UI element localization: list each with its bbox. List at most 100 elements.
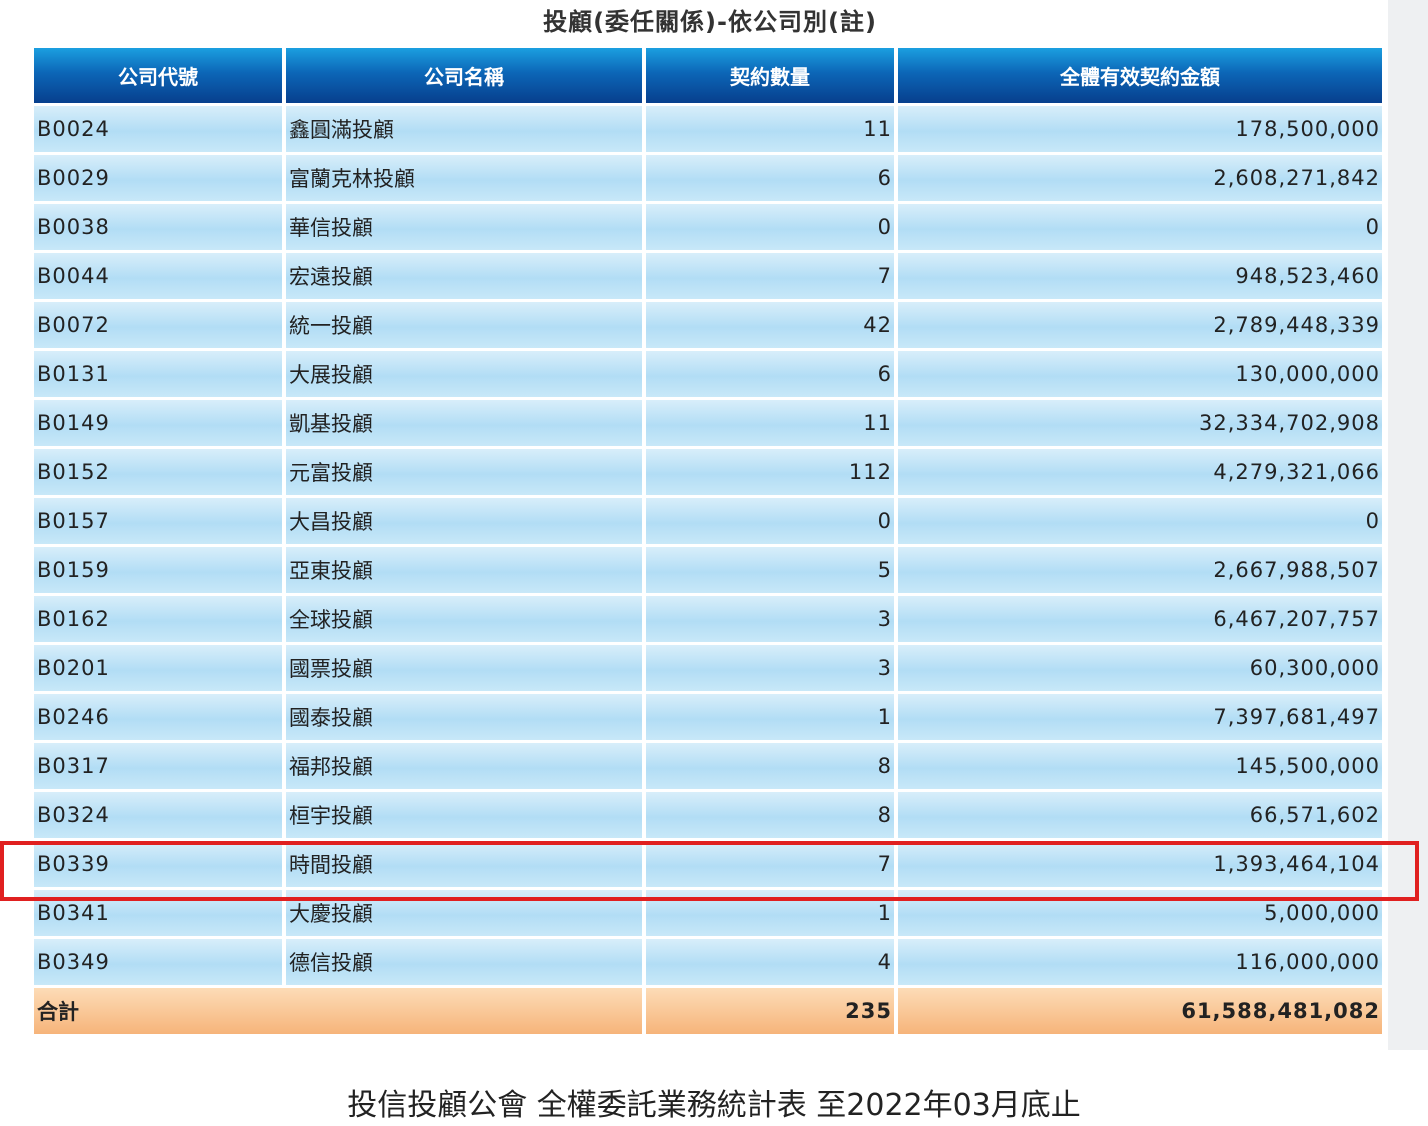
cell-contract-amount: 2,608,271,842 — [898, 155, 1382, 201]
table-row[interactable]: B0157 大昌投顧 0 0 — [34, 498, 1382, 544]
cell-contract-count: 1 — [646, 694, 894, 740]
contract-stats-table: 公司代號 公司名稱 契約數量 全體有效契約金額 B0024 鑫圓滿投顧 11 178,… — [30, 45, 1386, 1037]
column-header-count[interactable]: 契約數量 — [646, 48, 894, 103]
cell-company-name: 統一投顧 — [286, 302, 642, 348]
cell-company-code: B0339 — [34, 841, 282, 887]
table-title: 投顧(委任關係)-依公司別(註) — [543, 8, 877, 36]
cell-contract-count: 1 — [646, 890, 894, 936]
cell-company-name: 華信投顧 — [286, 204, 642, 250]
cell-company-name: 時間投顧 — [286, 841, 642, 887]
cell-company-name: 元富投顧 — [286, 449, 642, 495]
table-row[interactable]: B0131 大展投顧 6 130,000,000 — [34, 351, 1382, 397]
cell-contract-amount: 2,789,448,339 — [898, 302, 1382, 348]
cell-contract-count: 11 — [646, 106, 894, 152]
cell-contract-amount: 0 — [898, 204, 1382, 250]
cell-company-name: 鑫圓滿投顧 — [286, 106, 642, 152]
total-label: 合計 — [34, 988, 642, 1034]
cell-contract-amount: 6,467,207,757 — [898, 596, 1382, 642]
cell-company-code: B0317 — [34, 743, 282, 789]
cell-company-name: 國票投顧 — [286, 645, 642, 691]
cell-company-code: B0149 — [34, 400, 282, 446]
cell-contract-amount: 4,279,321,066 — [898, 449, 1382, 495]
cell-contract-count: 3 — [646, 596, 894, 642]
cell-contract-count: 11 — [646, 400, 894, 446]
table-row[interactable]: B0317 福邦投顧 8 145,500,000 — [34, 743, 1382, 789]
cell-contract-count: 3 — [646, 645, 894, 691]
page-side-strip — [1388, 0, 1428, 1050]
table-row[interactable]: B0162 全球投顧 3 6,467,207,757 — [34, 596, 1382, 642]
table-header-row: 公司代號 公司名稱 契約數量 全體有效契約金額 — [34, 48, 1382, 103]
total-row: 合計 235 61,588,481,082 — [34, 988, 1382, 1034]
table-row[interactable]: B0152 元富投顧 112 4,279,321,066 — [34, 449, 1382, 495]
cell-contract-count: 7 — [646, 253, 894, 299]
column-header-code[interactable]: 公司代號 — [34, 48, 282, 103]
cell-contract-amount: 116,000,000 — [898, 939, 1382, 985]
cell-contract-amount: 66,571,602 — [898, 792, 1382, 838]
cell-company-name: 凱基投顧 — [286, 400, 642, 446]
cell-contract-count: 5 — [646, 547, 894, 593]
cell-company-code: B0038 — [34, 204, 282, 250]
total-amount: 61,588,481,082 — [898, 988, 1382, 1034]
table-row[interactable]: B0149 凱基投顧 11 32,334,702,908 — [34, 400, 1382, 446]
cell-contract-count: 8 — [646, 792, 894, 838]
cell-company-name: 全球投顧 — [286, 596, 642, 642]
caption: 投信投顧公會 全權委託業務統計表 至2022年03月底止 — [347, 1088, 1081, 1123]
table-row[interactable]: B0044 宏遠投顧 7 948,523,460 — [34, 253, 1382, 299]
cell-company-code: B0246 — [34, 694, 282, 740]
column-header-name[interactable]: 公司名稱 — [286, 48, 642, 103]
cell-company-code: B0162 — [34, 596, 282, 642]
cell-company-code: B0159 — [34, 547, 282, 593]
table-row[interactable]: B0072 統一投顧 42 2,789,448,339 — [34, 302, 1382, 348]
cell-company-code: B0341 — [34, 890, 282, 936]
cell-contract-amount: 7,397,681,497 — [898, 694, 1382, 740]
table-row[interactable]: B0029 富蘭克林投顧 6 2,608,271,842 — [34, 155, 1382, 201]
table-row[interactable]: B0349 德信投顧 4 116,000,000 — [34, 939, 1382, 985]
cell-company-name: 德信投顧 — [286, 939, 642, 985]
table-row[interactable]: B0038 華信投顧 0 0 — [34, 204, 1382, 250]
cell-contract-amount: 948,523,460 — [898, 253, 1382, 299]
cell-company-name: 大展投顧 — [286, 351, 642, 397]
cell-contract-amount: 1,393,464,104 — [898, 841, 1382, 887]
cell-contract-count: 7 — [646, 841, 894, 887]
cell-company-code: B0157 — [34, 498, 282, 544]
cell-company-code: B0324 — [34, 792, 282, 838]
cell-contract-amount: 2,667,988,507 — [898, 547, 1382, 593]
table-row[interactable]: B0341 大慶投顧 1 5,000,000 — [34, 890, 1382, 936]
total-count: 235 — [646, 988, 894, 1034]
table-body: B0024 鑫圓滿投顧 11 178,500,000 B0029 富蘭克林投顧 6 2,608… — [34, 106, 1382, 1034]
cell-company-name: 國泰投顧 — [286, 694, 642, 740]
cell-company-name: 亞東投顧 — [286, 547, 642, 593]
cell-contract-count: 6 — [646, 351, 894, 397]
cell-contract-count: 112 — [646, 449, 894, 495]
cell-company-name: 桓宇投顧 — [286, 792, 642, 838]
cell-company-code: B0024 — [34, 106, 282, 152]
cell-contract-amount: 0 — [898, 498, 1382, 544]
cell-company-name: 福邦投顧 — [286, 743, 642, 789]
cell-company-name: 宏遠投顧 — [286, 253, 642, 299]
cell-contract-count: 8 — [646, 743, 894, 789]
table-row[interactable]: B0159 亞東投顧 5 2,667,988,507 — [34, 547, 1382, 593]
cell-contract-amount: 178,500,000 — [898, 106, 1382, 152]
cell-company-code: B0072 — [34, 302, 282, 348]
cell-company-code: B0152 — [34, 449, 282, 495]
table-row[interactable]: B0246 國泰投顧 1 7,397,681,497 — [34, 694, 1382, 740]
cell-contract-count: 42 — [646, 302, 894, 348]
cell-contract-amount: 145,500,000 — [898, 743, 1382, 789]
cell-contract-amount: 32,334,702,908 — [898, 400, 1382, 446]
cell-company-code: B0044 — [34, 253, 282, 299]
table-row[interactable]: B0324 桓宇投顧 8 66,571,602 — [34, 792, 1382, 838]
cell-company-code: B0201 — [34, 645, 282, 691]
cell-contract-amount: 60,300,000 — [898, 645, 1382, 691]
table-row[interactable]: B0201 國票投顧 3 60,300,000 — [34, 645, 1382, 691]
cell-company-name: 富蘭克林投顧 — [286, 155, 642, 201]
cell-contract-count: 0 — [646, 498, 894, 544]
column-header-amount[interactable]: 全體有效契約金額 — [898, 48, 1382, 103]
cell-company-code: B0029 — [34, 155, 282, 201]
cell-contract-amount: 130,000,000 — [898, 351, 1382, 397]
cell-contract-count: 6 — [646, 155, 894, 201]
cell-contract-amount: 5,000,000 — [898, 890, 1382, 936]
table-row[interactable]: B0024 鑫圓滿投顧 11 178,500,000 — [34, 106, 1382, 152]
table-row[interactable]: B0339 時間投顧 7 1,393,464,104 — [34, 841, 1382, 887]
cell-contract-count: 4 — [646, 939, 894, 985]
cell-company-code: B0131 — [34, 351, 282, 397]
